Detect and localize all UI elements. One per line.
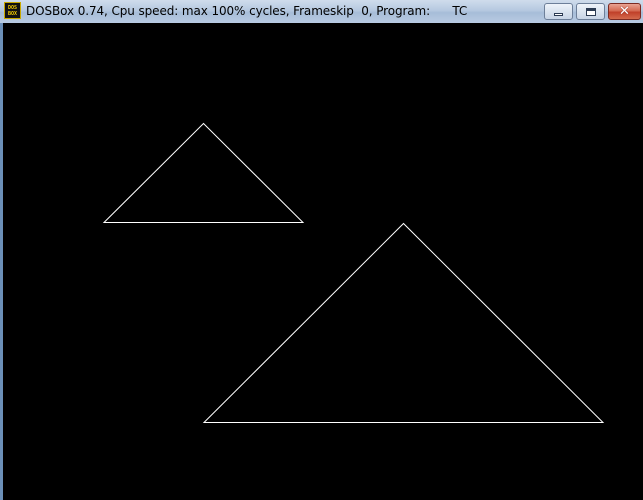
large-triangle — [202, 222, 605, 423]
close-icon: ✕ — [619, 4, 630, 19]
minimize-icon — [554, 12, 563, 16]
window-title: DOSBox 0.74, Cpu speed: max 100% cycles,… — [26, 4, 468, 18]
title-bar[interactable]: DOS BOX DOSBox 0.74, Cpu speed: max 100%… — [0, 0, 643, 23]
minimize-button[interactable] — [544, 3, 573, 20]
maximize-icon — [585, 7, 596, 16]
small-triangle — [102, 122, 305, 223]
graphics-canvas — [102, 122, 605, 423]
maximize-button[interactable] — [576, 3, 605, 20]
dos-screen[interactable] — [3, 23, 643, 500]
dosbox-icon[interactable]: DOS BOX — [4, 2, 21, 19]
icon-label-bottom: BOX — [7, 10, 18, 17]
close-button[interactable]: ✕ — [608, 3, 641, 20]
icon-label-top: DOS — [7, 4, 18, 11]
